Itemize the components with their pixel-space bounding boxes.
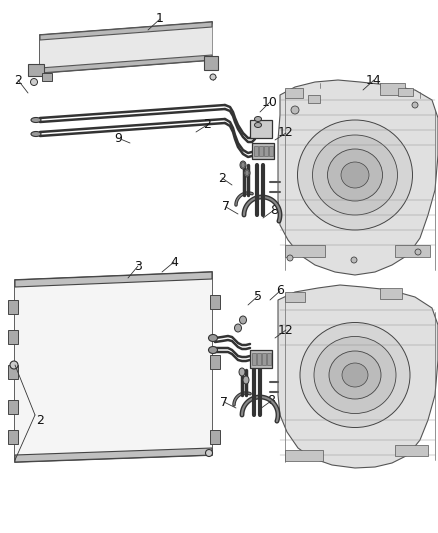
Ellipse shape xyxy=(314,336,396,414)
Ellipse shape xyxy=(291,106,299,114)
Text: 1: 1 xyxy=(156,12,164,26)
Ellipse shape xyxy=(234,324,241,332)
Bar xyxy=(267,353,271,365)
Bar xyxy=(204,56,218,70)
Bar xyxy=(42,73,52,81)
Text: 5: 5 xyxy=(254,289,262,303)
Bar xyxy=(398,88,413,96)
Polygon shape xyxy=(40,22,212,40)
Ellipse shape xyxy=(312,135,398,215)
Polygon shape xyxy=(40,27,212,68)
Text: 12: 12 xyxy=(278,126,294,140)
Ellipse shape xyxy=(31,78,38,85)
Ellipse shape xyxy=(412,102,418,108)
Text: 12: 12 xyxy=(278,324,294,336)
Bar xyxy=(380,288,402,299)
Ellipse shape xyxy=(415,249,421,255)
Ellipse shape xyxy=(254,117,261,122)
Bar xyxy=(285,450,323,461)
Text: 7: 7 xyxy=(220,395,228,408)
Text: 3: 3 xyxy=(134,260,142,272)
Polygon shape xyxy=(15,279,212,455)
Ellipse shape xyxy=(287,255,293,261)
Ellipse shape xyxy=(243,376,249,384)
Ellipse shape xyxy=(342,363,368,387)
Bar xyxy=(250,120,272,138)
Text: 10: 10 xyxy=(262,95,278,109)
Bar xyxy=(285,88,303,98)
Ellipse shape xyxy=(239,368,245,376)
Ellipse shape xyxy=(351,257,357,263)
Ellipse shape xyxy=(329,351,381,399)
Text: 4: 4 xyxy=(170,255,178,269)
Bar xyxy=(8,300,18,314)
Bar xyxy=(28,64,44,76)
Ellipse shape xyxy=(244,169,250,177)
Bar xyxy=(8,365,18,379)
Bar xyxy=(8,330,18,344)
Polygon shape xyxy=(278,80,438,275)
Ellipse shape xyxy=(254,123,261,127)
Text: 8: 8 xyxy=(270,204,278,216)
Bar xyxy=(264,146,268,156)
Bar xyxy=(269,146,273,156)
Ellipse shape xyxy=(241,162,245,168)
Text: 14: 14 xyxy=(366,74,382,86)
Ellipse shape xyxy=(245,170,249,176)
Ellipse shape xyxy=(31,117,41,123)
Bar xyxy=(254,146,258,156)
Polygon shape xyxy=(15,272,212,287)
Text: 2: 2 xyxy=(203,118,211,132)
Ellipse shape xyxy=(240,316,247,324)
Text: 2: 2 xyxy=(218,172,226,184)
Bar xyxy=(252,353,256,365)
Text: 6: 6 xyxy=(276,285,284,297)
Text: 2: 2 xyxy=(36,414,44,426)
Bar xyxy=(210,295,220,309)
Ellipse shape xyxy=(240,161,246,169)
Bar xyxy=(8,430,18,444)
Bar xyxy=(252,143,274,159)
Ellipse shape xyxy=(10,361,18,369)
Bar xyxy=(259,146,263,156)
Ellipse shape xyxy=(205,449,212,456)
Bar xyxy=(395,245,430,257)
Ellipse shape xyxy=(300,322,410,427)
Ellipse shape xyxy=(297,120,413,230)
Bar xyxy=(285,245,325,257)
Ellipse shape xyxy=(208,346,218,353)
Ellipse shape xyxy=(341,162,369,188)
Polygon shape xyxy=(15,448,212,462)
Bar xyxy=(285,292,305,302)
Bar xyxy=(210,430,220,444)
Ellipse shape xyxy=(31,132,41,136)
Text: 9: 9 xyxy=(114,132,122,144)
Text: 7: 7 xyxy=(222,200,230,214)
Ellipse shape xyxy=(328,149,382,201)
Bar xyxy=(250,350,272,368)
Polygon shape xyxy=(278,285,438,468)
Polygon shape xyxy=(40,55,212,73)
Bar xyxy=(308,95,320,103)
Bar xyxy=(210,355,220,369)
Bar xyxy=(395,445,428,456)
Text: 2: 2 xyxy=(14,74,22,86)
Bar xyxy=(257,353,261,365)
Bar xyxy=(8,400,18,414)
Bar xyxy=(380,83,405,95)
Bar xyxy=(262,353,266,365)
Text: 8: 8 xyxy=(267,394,275,408)
Ellipse shape xyxy=(208,335,218,342)
Ellipse shape xyxy=(210,74,216,80)
Polygon shape xyxy=(15,272,212,462)
